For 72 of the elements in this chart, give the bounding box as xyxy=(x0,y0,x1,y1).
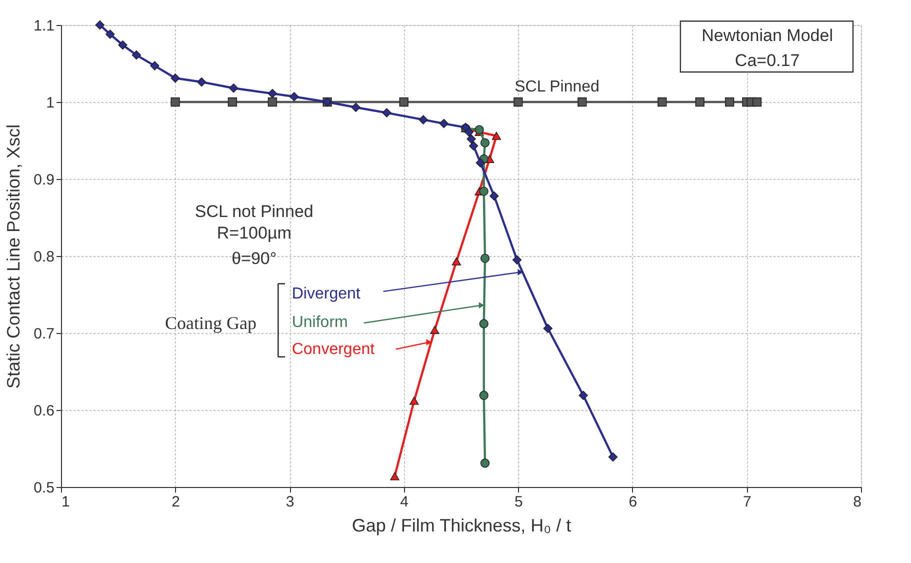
point xyxy=(474,125,484,134)
annotation: θ=90° xyxy=(232,249,277,268)
point xyxy=(492,132,502,140)
point xyxy=(170,97,180,107)
point xyxy=(351,102,360,112)
y-tick-label: 0.7 xyxy=(34,326,54,342)
point xyxy=(752,97,762,107)
point xyxy=(439,118,448,128)
x-tick-label: 6 xyxy=(628,494,638,510)
point xyxy=(724,97,734,107)
text: Uniform xyxy=(292,314,348,332)
x-tick-label: 5 xyxy=(514,494,523,510)
point xyxy=(228,97,238,107)
point xyxy=(578,97,587,107)
x-tick-label: 2 xyxy=(172,494,180,510)
point xyxy=(480,254,490,263)
y-tick-label: 0.5 xyxy=(34,480,54,496)
point xyxy=(608,452,618,462)
annotation: Ca=0.17 xyxy=(734,51,800,70)
legend-label: Convergent xyxy=(292,341,376,358)
point xyxy=(418,115,428,124)
point xyxy=(399,97,408,107)
point xyxy=(150,61,160,70)
point xyxy=(479,319,488,328)
point xyxy=(490,191,499,201)
point xyxy=(468,141,478,150)
x-tick-label: 1 xyxy=(62,494,70,510)
point xyxy=(196,77,206,87)
series-label: SCL Pinned xyxy=(514,78,600,96)
y-axis-title: Static Contact Line Position, Xscl xyxy=(4,124,24,389)
y-tick-label: 0.8 xyxy=(34,248,54,266)
point xyxy=(430,326,440,334)
point xyxy=(228,84,238,93)
annotation: Coating Gap xyxy=(164,312,256,333)
point xyxy=(118,40,128,50)
point xyxy=(480,458,490,468)
point xyxy=(512,255,522,264)
annotation: R=100µm xyxy=(216,224,292,243)
y-tick-label: 0.6 xyxy=(34,402,54,420)
point xyxy=(95,20,104,30)
x-tick-label: 3 xyxy=(286,494,294,510)
point xyxy=(170,74,180,83)
x-tick-label: 7 xyxy=(743,494,752,510)
point xyxy=(476,158,486,168)
point xyxy=(466,134,476,144)
point xyxy=(268,88,278,98)
point xyxy=(479,186,488,196)
point xyxy=(382,108,392,118)
y-tick-label: 0.9 xyxy=(34,172,54,188)
point xyxy=(390,472,400,480)
annotation: SCL not Pinned xyxy=(194,202,314,222)
point xyxy=(658,97,667,107)
point xyxy=(695,97,704,107)
x-tick-label: 8 xyxy=(853,494,862,510)
point xyxy=(268,97,278,107)
point xyxy=(480,138,490,148)
point xyxy=(464,127,474,137)
annotation: Newtonian Model xyxy=(702,26,833,45)
legend-label: Divergent xyxy=(292,286,361,303)
x-tick-label: 4 xyxy=(400,494,409,510)
point xyxy=(543,324,552,333)
point xyxy=(290,92,299,102)
point xyxy=(106,30,115,39)
point xyxy=(452,257,462,266)
point xyxy=(514,97,523,107)
point xyxy=(578,390,588,400)
point xyxy=(479,390,488,400)
x-axis-title: Gap / Film Thickness, H₀ / t xyxy=(352,516,572,536)
point xyxy=(410,396,419,405)
y-tick-label: 1 xyxy=(46,94,54,112)
y-tick-label: 1.1 xyxy=(34,18,54,34)
point xyxy=(132,50,142,60)
